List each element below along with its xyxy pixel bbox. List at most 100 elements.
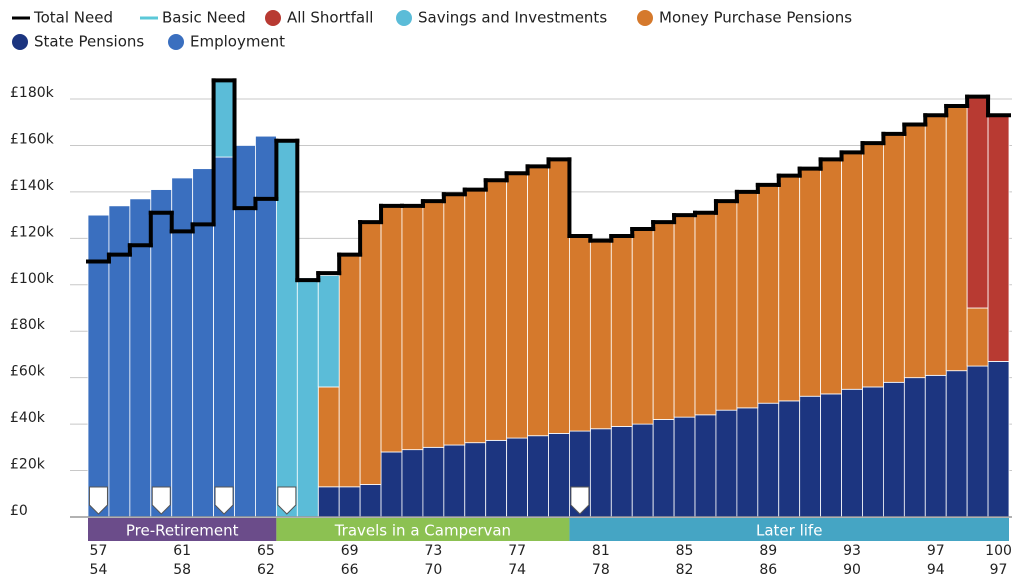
- bar-segment: [464, 442, 487, 518]
- bar-segment: [736, 191, 759, 409]
- bar-segment: [820, 158, 842, 395]
- x-tick-label-partner: 86: [759, 562, 777, 578]
- bar-segment: [987, 114, 1010, 362]
- y-tick-label: £0: [10, 503, 28, 519]
- x-tick-label: 65: [257, 543, 275, 559]
- x-tick-label: 93: [843, 543, 861, 559]
- bar-segment: [485, 179, 508, 441]
- phase-band: [88, 518, 277, 541]
- x-tick-label: 97: [927, 543, 945, 559]
- legend-label: Employment: [190, 33, 285, 51]
- bar-segment: [150, 189, 173, 518]
- x-tick-label: 77: [508, 543, 526, 559]
- bar-segment: [589, 240, 612, 430]
- bar-segment: [589, 428, 612, 518]
- bar-segment: [757, 184, 780, 404]
- bar-segment: [673, 214, 696, 418]
- bar-segment: [506, 172, 528, 439]
- legend-swatch: [265, 10, 281, 26]
- bar-segment: [213, 80, 235, 158]
- y-tick-label: £120k: [10, 224, 55, 240]
- x-tick-label: 69: [341, 543, 359, 559]
- x-tick-label-partner: 82: [676, 562, 694, 578]
- bar-segment: [694, 414, 717, 518]
- y-tick-label: £40k: [10, 410, 46, 426]
- bar-segment: [903, 124, 926, 379]
- x-tick-label: 85: [676, 543, 694, 559]
- bar-segment: [359, 484, 382, 518]
- bar-segment: [108, 205, 131, 518]
- x-tick-label-partner: 97: [990, 562, 1008, 578]
- legend-swatch: [637, 10, 653, 26]
- bar-segment: [359, 221, 382, 485]
- bar-segment: [171, 177, 194, 518]
- bar-segment: [715, 200, 738, 411]
- legend-label: Money Purchase Pensions: [659, 9, 852, 27]
- bar-segment: [694, 212, 717, 416]
- bar-segment: [338, 254, 361, 488]
- bar-segment: [841, 152, 863, 390]
- y-tick-label: £180k: [10, 85, 55, 101]
- bar-segment: [275, 140, 298, 518]
- legend-swatch: [12, 34, 28, 50]
- x-tick-label: 73: [424, 543, 442, 559]
- event-marker: [570, 486, 590, 515]
- bar-segment: [213, 156, 235, 518]
- bar-segment: [610, 235, 633, 427]
- bar-segment: [945, 370, 968, 518]
- legend-swatch: [396, 10, 412, 26]
- bar-segment: [778, 400, 801, 518]
- legend-label: State Pensions: [34, 33, 144, 51]
- y-tick-label: £160k: [10, 131, 55, 147]
- bar-segment: [799, 168, 822, 397]
- bar-segment: [945, 105, 968, 372]
- x-tick-label: 57: [90, 543, 108, 559]
- x-tick-label: 89: [759, 543, 777, 559]
- bar-segment: [757, 402, 780, 518]
- event-marker: [88, 486, 108, 515]
- x-tick-label: 100: [985, 543, 1012, 559]
- bar-segment: [652, 419, 675, 518]
- bar-segment: [464, 189, 487, 444]
- axes: £0 £20k £40k £60k £80k £100k £120k £140k £160k £1…: [10, 85, 1012, 578]
- bar-segment: [192, 168, 214, 518]
- bar-segment: [966, 307, 989, 367]
- bar-segment: [569, 235, 591, 432]
- bar-segment: [443, 444, 466, 518]
- bar-segment: [255, 135, 277, 518]
- bar-segment: [610, 426, 633, 518]
- legend-label: Total Need: [33, 9, 113, 27]
- bar-segment: [422, 446, 445, 518]
- bar-segment: [778, 175, 801, 402]
- y-tick-label: £100k: [10, 271, 55, 287]
- bar-segment: [317, 386, 340, 488]
- bar-segment: [736, 407, 759, 518]
- bar-segment: [966, 96, 989, 309]
- bar-segment: [799, 395, 822, 518]
- bar-segment: [652, 221, 675, 420]
- bar-segment: [924, 114, 947, 376]
- bar-segment: [548, 432, 570, 518]
- need-lines: [86, 78, 1011, 283]
- x-tick-label-partner: 78: [592, 562, 610, 578]
- phase-band: [569, 518, 1009, 541]
- bar-segment: [317, 275, 340, 388]
- phase-band: [276, 518, 570, 541]
- bar-segment: [527, 165, 549, 437]
- bar-segment: [883, 133, 905, 383]
- bar-segment: [987, 361, 1010, 518]
- bar-segment: [631, 423, 654, 518]
- y-tick-label: £80k: [10, 317, 46, 333]
- event-marker: [151, 486, 171, 515]
- x-tick-label-partner: 62: [257, 562, 275, 578]
- bar-segment: [401, 205, 424, 451]
- y-tick-label: £20k: [10, 457, 46, 473]
- bar-segment: [485, 439, 508, 518]
- x-tick-label-partner: 90: [843, 562, 861, 578]
- phase-label: Later life: [756, 522, 822, 540]
- bar-segment: [317, 486, 340, 518]
- x-tick-label-partner: 54: [90, 562, 108, 578]
- x-tick-label: 81: [592, 543, 610, 559]
- phase-label: Pre-Retirement: [126, 522, 239, 540]
